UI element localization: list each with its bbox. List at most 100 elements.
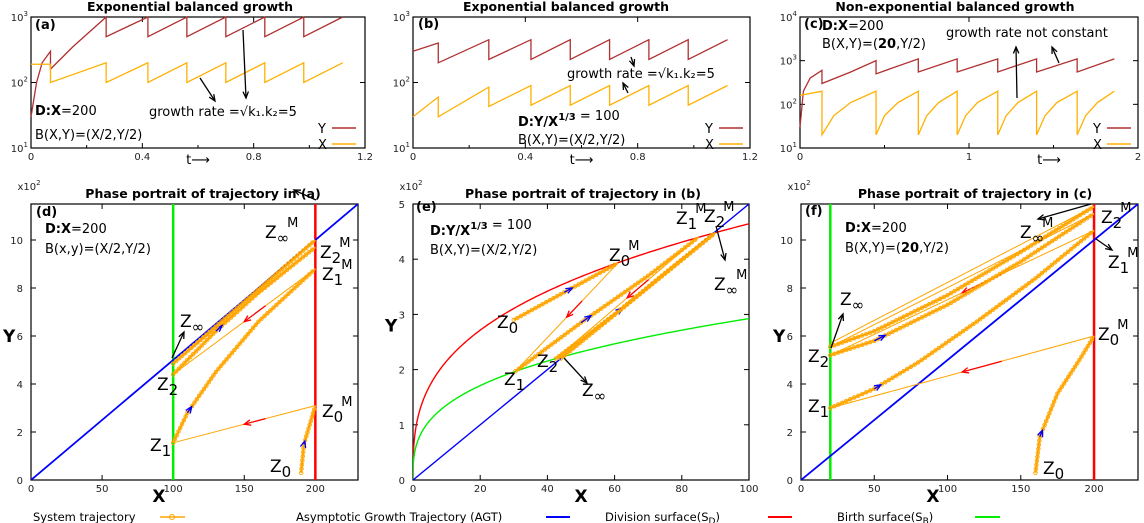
legend-label-Y: Y [317,122,326,137]
trajectory-marker [202,340,207,345]
trajectory-marker [288,258,294,264]
trajectory-marker [1039,245,1044,251]
trajectory-marker [612,312,617,318]
trajectory-marker [1070,367,1076,373]
trajectory-marker [306,250,312,255]
trajectory-marker [179,353,185,358]
arrow-shaft [1037,203,1092,220]
trajectory-marker [980,272,985,277]
annotation-text: =200 [61,104,97,119]
label-superscript: M [1127,246,1138,261]
arrow-head [622,81,629,91]
annotation-arrow [199,77,216,103]
plot-frame [30,203,359,481]
tick-base: 10 [780,100,793,111]
x-tick-label: 150 [235,484,254,495]
trajectory-marker [285,261,291,266]
label-base: Z [270,457,282,477]
panel-label: (b) [418,17,439,32]
trajectory-marker [828,405,833,411]
arrow-shaft [199,77,216,102]
trajectory-marker [583,335,589,341]
panel-annotation: D:X=200 [35,104,97,119]
point-label-z1-max: Z1M [322,258,352,289]
trajectory-marker [170,361,176,366]
trajectory-marker [864,331,869,337]
panel-annotation: B(x,y)=(X/2,Y/2) [45,242,151,257]
arrow-head [628,58,636,68]
trajectory-marker [201,335,206,340]
annotation-arrow [242,29,250,100]
trajectory-marker [561,290,567,295]
trajectory-marker [559,335,564,340]
annotation-arrow [960,360,1002,374]
annotation-arrow [1051,45,1060,64]
legend: System trajectory Asymptotic Growth Traje… [33,510,1000,523]
trajectory-marker [893,318,899,323]
trajectory-marker [681,256,687,261]
trajectory-marker [840,340,845,345]
trajectory-marker [615,294,621,300]
trajectory-marker [216,366,221,372]
tick-exponent: 1 [793,141,797,149]
trajectory-marker [582,318,587,323]
annotation-arrow [1037,428,1044,438]
trajectory-marker [612,296,617,302]
trajectory-marker [279,266,285,272]
trajectory-marker [844,338,849,344]
trajectory-marker [937,296,943,302]
trajectory-marker [852,395,857,400]
trajectory-marker [204,383,209,388]
x-tick-label: 0 [410,152,416,163]
trajectory-marker [957,331,962,336]
trajectory-marker [178,425,183,431]
trajectory-marker [274,302,279,308]
trajectory-marker [529,356,535,362]
trajectory-marker [213,324,218,330]
label-subscript: 0 [282,463,292,481]
trajectory-marker [929,350,935,356]
trajectory-marker [984,312,989,317]
legend-subscript: D [709,517,716,523]
trajectory-marker [1052,260,1058,265]
tick-exponent: 3 [793,54,797,62]
trajectory-marker [536,303,542,309]
arrow-head [720,252,727,262]
point-label-z1: Z1 [150,436,171,460]
tick-exponent: 2 [793,97,797,105]
trajectory-marker [1060,223,1065,229]
trajectory-marker [245,331,251,337]
trajectory-marker [1046,241,1051,246]
annotation-text: B(X,Y)=( [845,241,901,256]
trajectory-marker [904,366,910,372]
arrow-shaft [622,82,629,94]
label-base: Z [150,436,162,456]
arrow-head [565,287,574,294]
trajectory-marker [303,252,309,258]
annotation-bold: 20 [878,37,896,52]
trajectory-marker [298,470,304,476]
trajectory-marker [883,323,888,329]
annotation-bold: D:X [45,222,71,237]
trajectory-marker [1023,283,1028,288]
trajectory-marker [1033,466,1039,472]
trajectory-marker [860,342,865,347]
arrow-shaft [242,29,247,99]
trajectory-marker [631,297,636,302]
trajectory-marker [187,354,193,360]
trajectory-marker [1042,268,1048,273]
series-line-X [31,61,344,84]
label-base: Z [265,223,277,243]
tick-base: 10 [780,144,793,155]
annotation-text: = 100 [576,109,620,124]
series-line-Y [412,38,728,64]
trajectory-marker [310,269,315,274]
trajectory-marker [568,327,574,333]
annotation-arrow [622,81,629,94]
trajectory-marker [551,295,556,301]
chart-title: Phase portrait of trajectory in (b) [465,186,701,201]
trajectory-marker [622,289,627,295]
label-base: Z [1101,208,1113,228]
trajectory-marker [700,240,706,246]
trajectory-marker [872,338,877,344]
